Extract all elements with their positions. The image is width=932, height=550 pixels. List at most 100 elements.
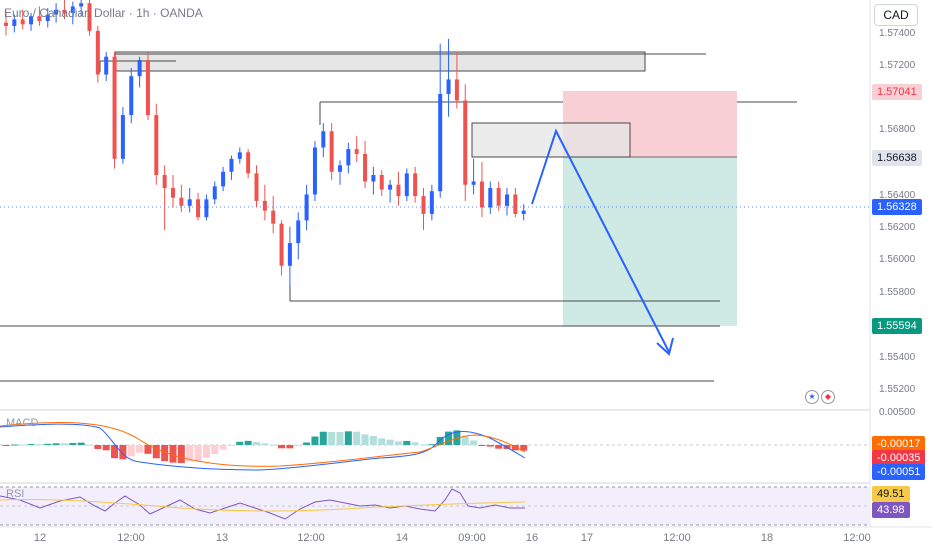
macd-histogram-bar: [495, 445, 503, 449]
symbol-header[interactable]: Euro / Canadian Dollar · 1h · OANDA: [4, 6, 203, 20]
candle-body[interactable]: [20, 19, 25, 25]
candle-body[interactable]: [120, 115, 125, 159]
candle-body[interactable]: [296, 220, 301, 244]
candle-body[interactable]: [413, 173, 418, 197]
candle-body[interactable]: [429, 191, 434, 214]
candle-body[interactable]: [312, 147, 317, 195]
candle-body[interactable]: [279, 223, 284, 266]
macd-histogram-bar: [27, 444, 35, 446]
candle-body[interactable]: [70, 6, 75, 13]
macd-histogram-bar: [461, 436, 469, 445]
euro-flag-icon[interactable]: ★: [805, 390, 819, 404]
candle-body[interactable]: [388, 184, 393, 190]
macd-histogram-bar: [194, 445, 202, 461]
supply-zone-upper[interactable]: [114, 51, 646, 72]
macd-histogram-bar: [227, 445, 235, 446]
candle-body[interactable]: [62, 9, 67, 13]
candle-body[interactable]: [104, 56, 109, 75]
candle-body[interactable]: [221, 171, 226, 187]
macd-histogram-bar: [136, 445, 144, 453]
time-tick: 13: [215, 532, 229, 544]
macd-histogram-bar: [77, 442, 85, 445]
macd-line-tag: -0.00051: [872, 464, 926, 480]
candle-body[interactable]: [187, 199, 192, 206]
candle-body[interactable]: [79, 3, 84, 7]
candle-body[interactable]: [421, 196, 426, 214]
candle-body[interactable]: [45, 14, 50, 22]
candle-body[interactable]: [87, 3, 92, 31]
macd-label[interactable]: MACD: [6, 417, 39, 429]
macd-histogram-bar: [102, 445, 110, 451]
candle-body[interactable]: [229, 158, 234, 172]
candle-body[interactable]: [488, 187, 493, 208]
candle-body[interactable]: [479, 181, 484, 208]
candle-body[interactable]: [154, 115, 159, 176]
macd-histogram-bar: [511, 445, 519, 451]
candle-body[interactable]: [204, 199, 209, 218]
candle-body[interactable]: [29, 16, 34, 25]
candle-body[interactable]: [246, 152, 251, 174]
price-tag-stop: 1.57041: [872, 84, 922, 100]
candle-body[interactable]: [271, 210, 276, 224]
candle-body[interactable]: [287, 243, 292, 266]
supply-zone-lower[interactable]: [471, 122, 631, 158]
candle-body[interactable]: [254, 173, 259, 201]
candle-body[interactable]: [262, 200, 267, 211]
macd-histogram-bar: [127, 445, 135, 457]
time-tick: 12:00: [297, 532, 325, 544]
candle-body[interactable]: [329, 131, 334, 172]
candle-body[interactable]: [505, 194, 509, 206]
candle-body[interactable]: [54, 9, 59, 15]
candle-body[interactable]: [129, 76, 134, 116]
candle-body[interactable]: [338, 165, 342, 172]
candle-body[interactable]: [379, 175, 384, 190]
candle-body[interactable]: [346, 149, 351, 166]
candle-body[interactable]: [496, 187, 501, 206]
candle-body[interactable]: [513, 194, 518, 214]
candle-body[interactable]: [446, 79, 451, 94]
take-profit-zone[interactable]: [563, 158, 737, 326]
candle-body[interactable]: [321, 131, 326, 148]
macd-histogram-bar: [44, 443, 52, 445]
time-tick: 18: [760, 532, 774, 544]
candle-body[interactable]: [37, 16, 42, 22]
candle-body[interactable]: [145, 59, 150, 116]
candle-body[interactable]: [4, 22, 8, 26]
candle-body[interactable]: [521, 210, 526, 214]
macd-histogram-bar: [436, 436, 444, 445]
candle-body[interactable]: [438, 93, 443, 192]
time-tick: 12:00: [843, 532, 871, 544]
candle-body[interactable]: [95, 30, 100, 75]
macd-histogram-bar: [394, 441, 402, 445]
candle-body[interactable]: [237, 152, 242, 159]
candle-body[interactable]: [179, 197, 184, 206]
candle-body[interactable]: [137, 59, 142, 77]
macd-histogram-bar: [369, 435, 377, 445]
projection-arrow[interactable]: [531, 128, 670, 353]
candle-body[interactable]: [471, 181, 476, 185]
price-tag-target: 1.55594: [872, 318, 922, 334]
candle-body[interactable]: [404, 173, 409, 197]
candle-body[interactable]: [112, 56, 117, 159]
macd-histogram-bar: [411, 442, 419, 445]
rsi-label[interactable]: RSI: [6, 488, 25, 500]
candle-body[interactable]: [162, 175, 167, 188]
candle-body[interactable]: [463, 100, 468, 185]
candle-body[interactable]: [12, 19, 17, 26]
canada-flag-icon[interactable]: ◆: [821, 390, 835, 404]
candle-body[interactable]: [396, 184, 401, 197]
macd-zero-tick: 0.00500: [879, 407, 916, 418]
currency-button[interactable]: CAD: [874, 4, 918, 26]
macd-histogram-bar: [361, 434, 369, 445]
projection-arrow-head: [656, 337, 674, 356]
candle-body[interactable]: [371, 175, 376, 182]
candle-body[interactable]: [363, 153, 368, 182]
candle-body[interactable]: [304, 194, 309, 221]
macd-histogram-bar: [278, 445, 286, 449]
candle-body[interactable]: [454, 79, 459, 101]
candle-body[interactable]: [171, 187, 175, 198]
candle-body[interactable]: [196, 199, 201, 218]
candle-body[interactable]: [354, 149, 359, 154]
candle-body[interactable]: [212, 186, 217, 200]
